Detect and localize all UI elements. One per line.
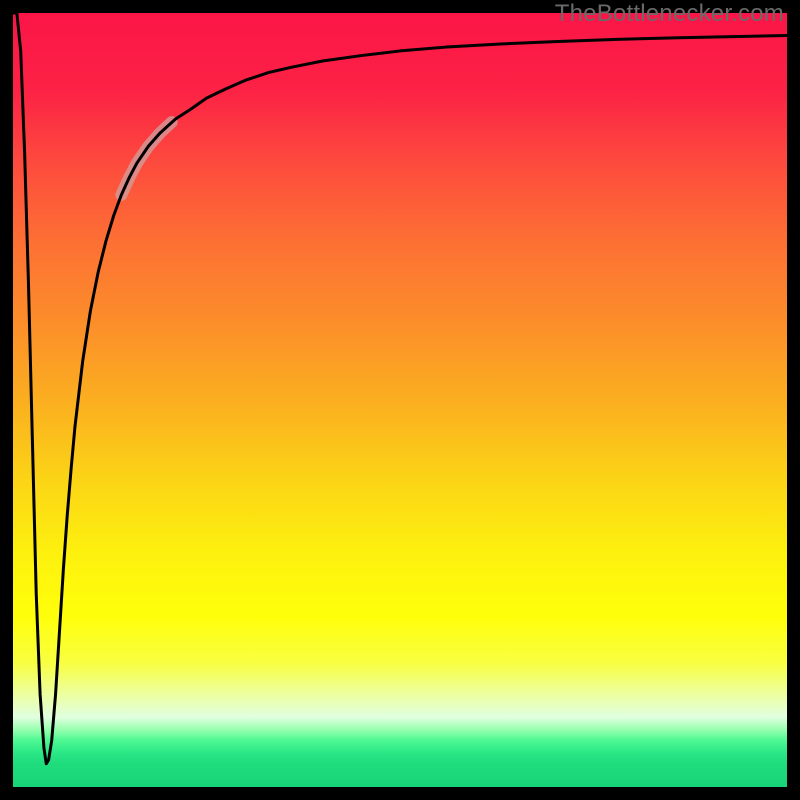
bottleneck-curve	[13, 13, 787, 764]
chart-container: TheBottlenecker.com	[0, 0, 800, 800]
watermark-text: TheBottlenecker.com	[555, 0, 784, 28]
plot-area	[13, 13, 787, 787]
curve-layer	[13, 13, 787, 787]
highlight-segment	[121, 122, 171, 195]
